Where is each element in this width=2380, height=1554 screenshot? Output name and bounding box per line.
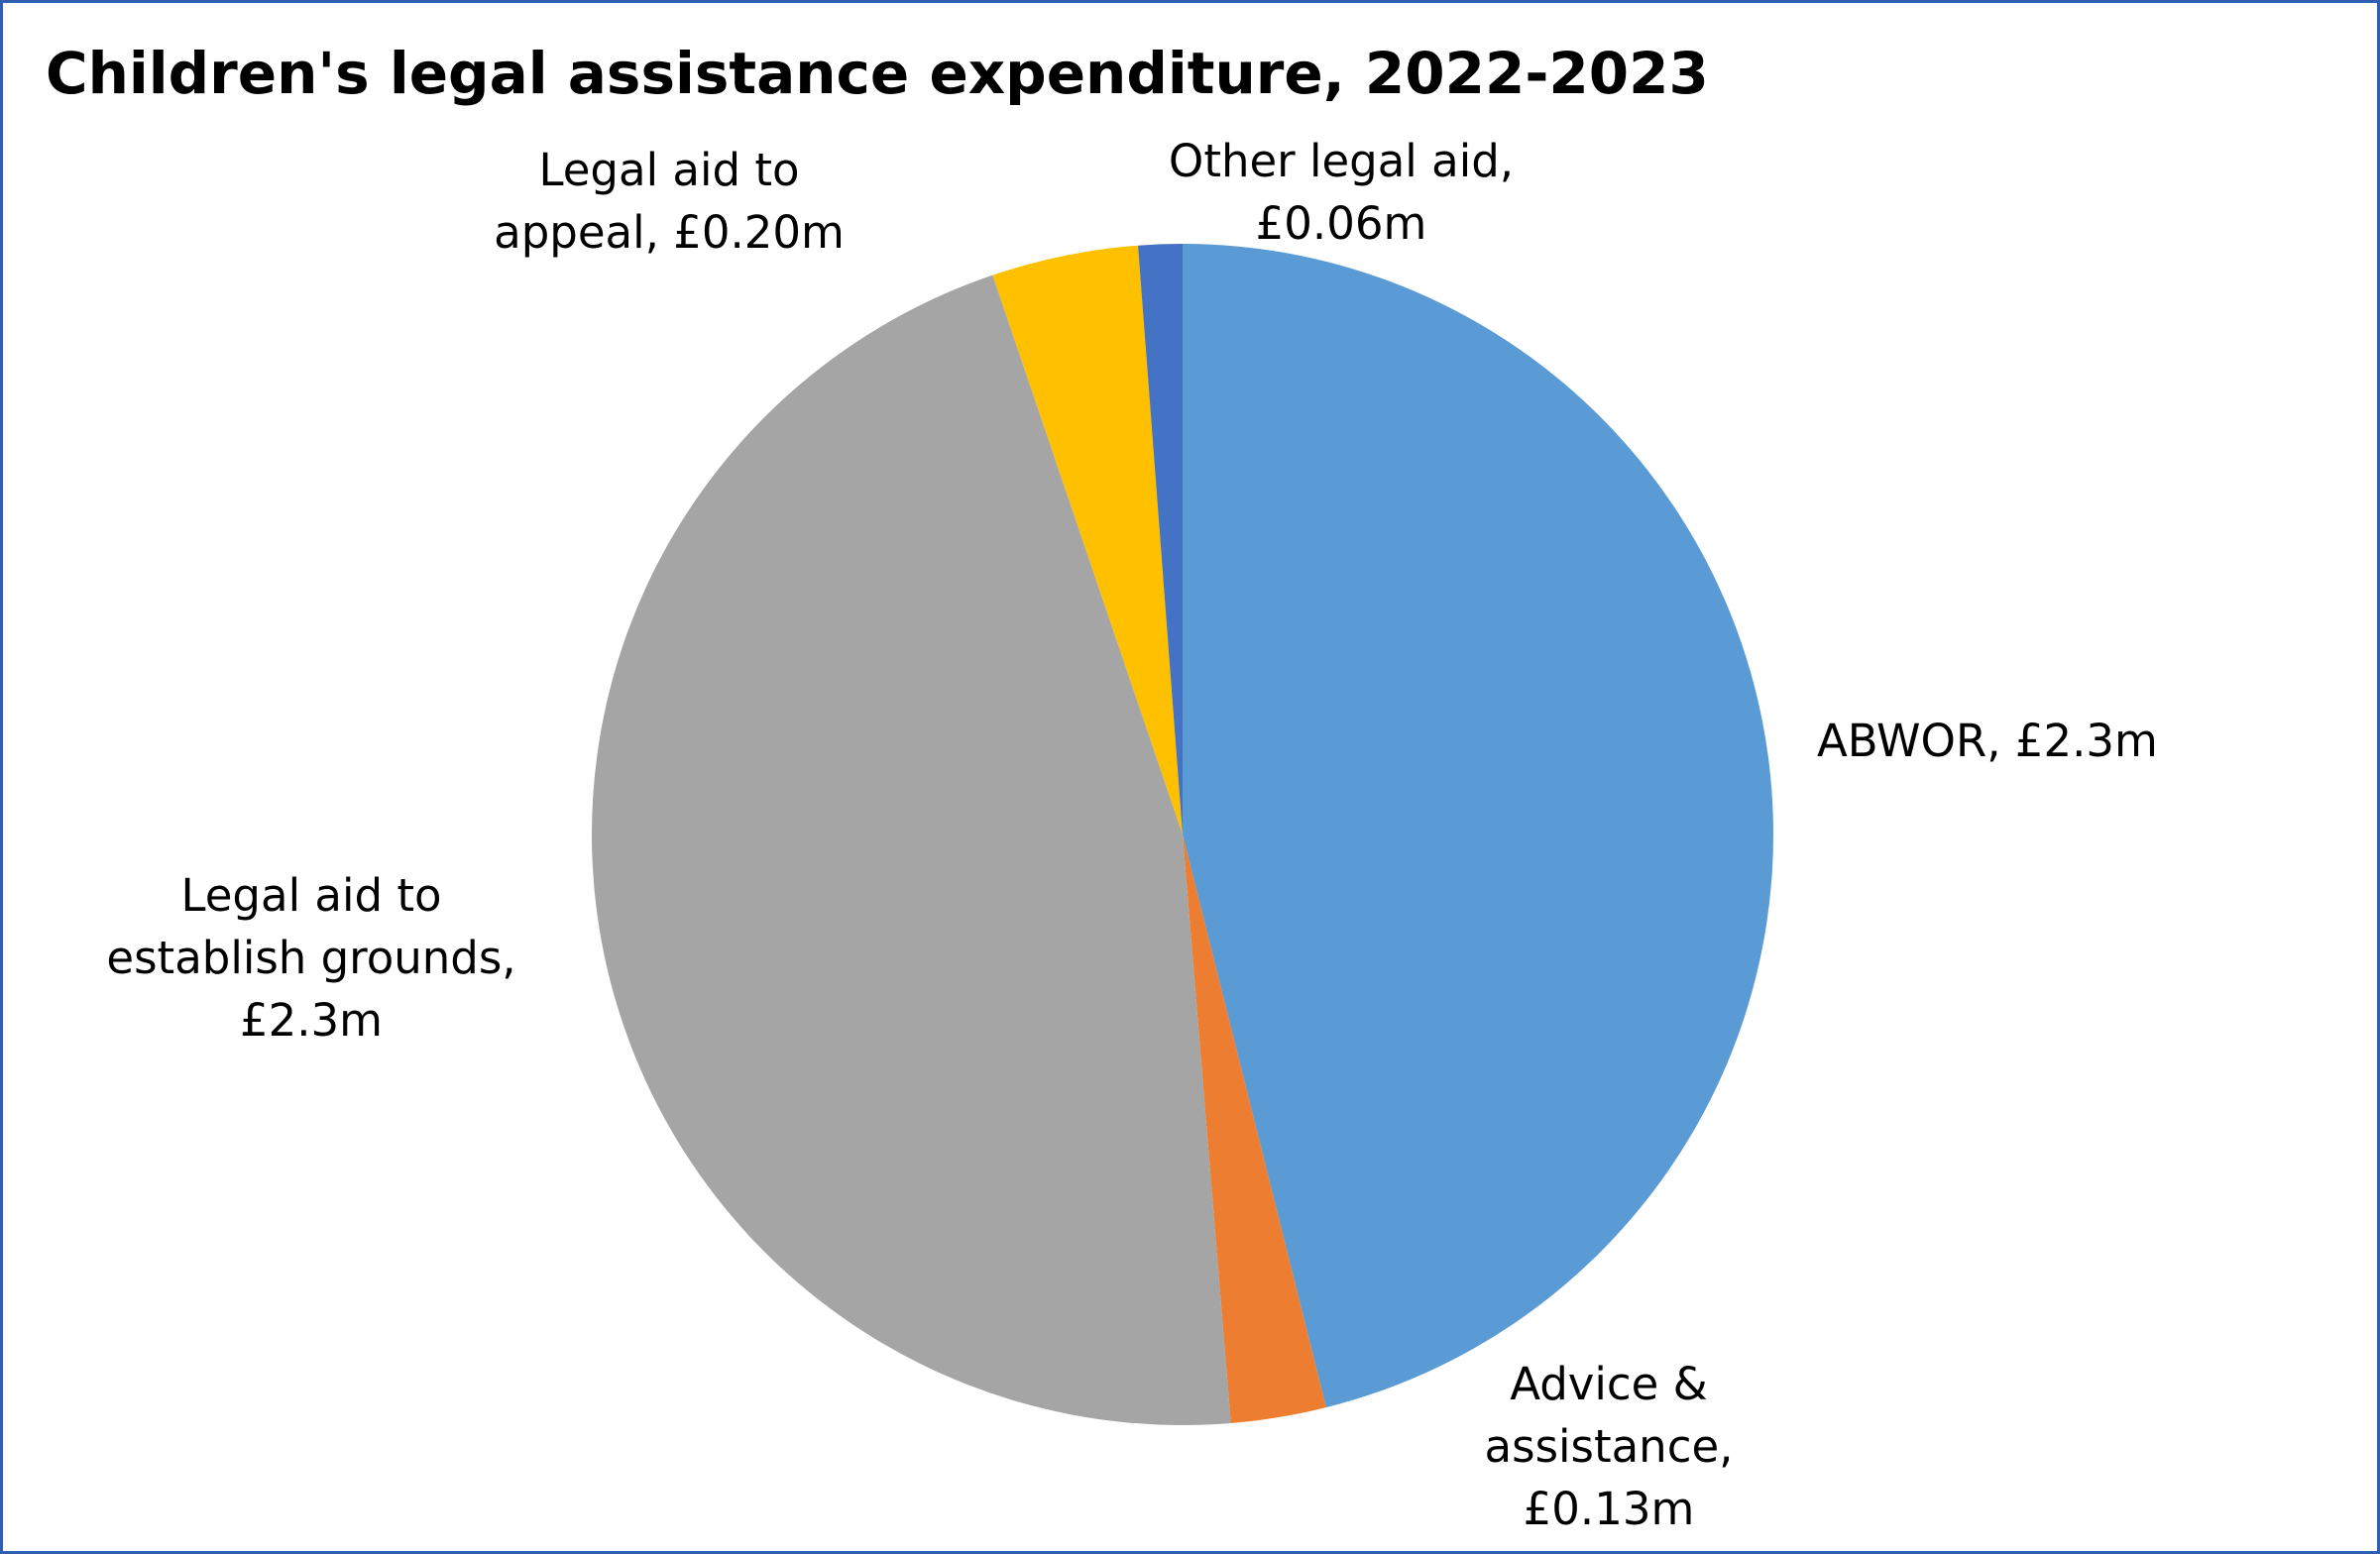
data-label-line: ABWOR, £2.3m (1817, 715, 2158, 767)
data-label: Legal aid to appeal, £0.20m (494, 144, 845, 259)
pie-slice-abwor (1183, 244, 1774, 1408)
data-label: Advice & assistance, £0.13m (1485, 1358, 1734, 1535)
data-label-line: appeal, £0.20m (494, 206, 845, 259)
data-label-line: Legal aid to (180, 869, 441, 922)
data-label-line: Advice & (1510, 1358, 1708, 1410)
data-label: Legal aid to establish grounds, £2.3m (106, 869, 515, 1047)
data-label: Other legal aid, £0.06m (1169, 135, 1514, 250)
data-label-line: establish grounds, (106, 932, 515, 984)
data-label-line: £2.3m (240, 994, 383, 1047)
pie-slice-other-legal-aid (1138, 244, 1183, 834)
data-label-line: Other legal aid, (1169, 135, 1514, 187)
pie-slice-advice-assistance (1183, 834, 1326, 1424)
data-label-line: £0.13m (1524, 1483, 1695, 1535)
pie-slice-legal-aid-to-appeal (992, 245, 1183, 835)
data-label-line: £0.06m (1256, 197, 1427, 250)
data-label-line: assistance, (1485, 1420, 1734, 1473)
chart-title: Children's legal assistance expenditure,… (46, 40, 1709, 107)
pie-slice-legal-aid-to-establish-grounds (591, 275, 1231, 1425)
data-label-line: Legal aid to (538, 144, 799, 196)
data-label: ABWOR, £2.3m (1817, 715, 2158, 767)
